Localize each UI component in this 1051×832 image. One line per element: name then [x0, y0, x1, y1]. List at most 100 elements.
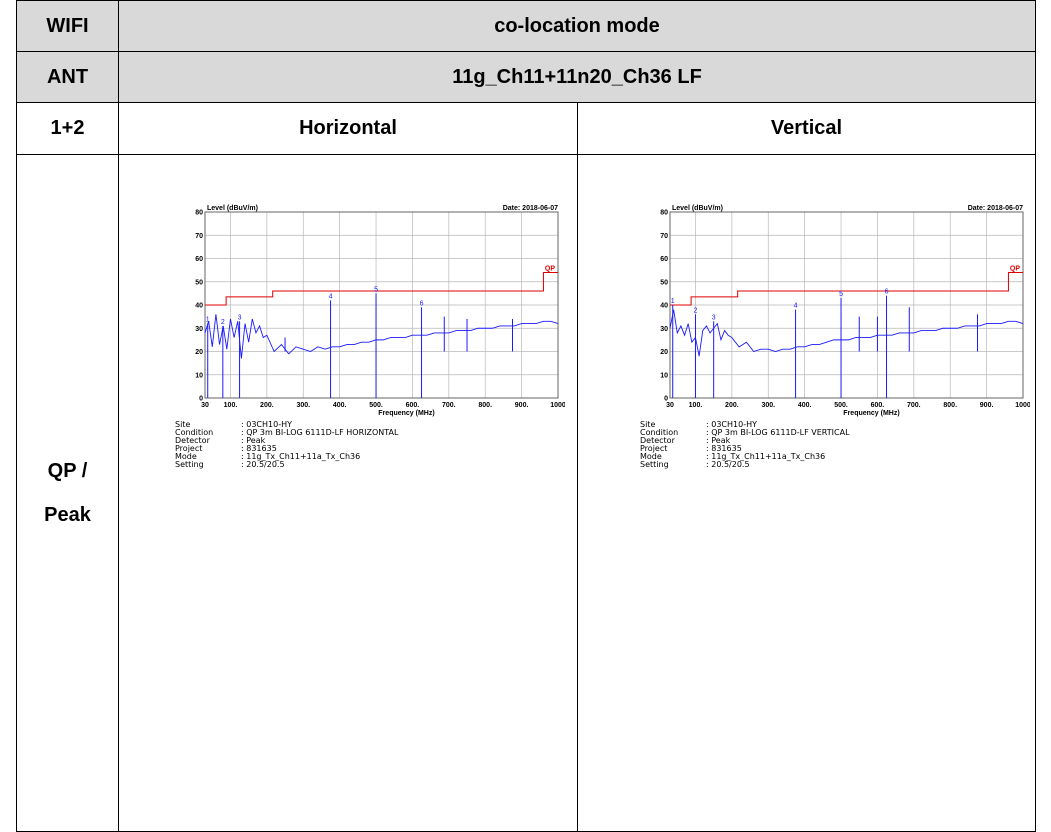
- ant-value: 11g_Ch11+11n20_Ch36 LF: [452, 65, 702, 88]
- x-tick-label: 600.: [871, 402, 885, 409]
- x-tick-label: 500.: [369, 402, 383, 409]
- site-info-key: Setting: [640, 460, 669, 469]
- qp-limit-label: QP: [545, 265, 555, 272]
- site-info-value: : QP 3m BI-LOG 6111D-LF HORIZONTAL: [241, 428, 399, 437]
- site-info-key: Condition: [640, 428, 679, 437]
- horizontal-header-cell: Horizontal: [118, 102, 578, 155]
- x-tick-label: 300.: [761, 402, 775, 409]
- y-tick-label: 40: [660, 303, 668, 310]
- site-info-row: Site: 03CH10-HY: [640, 421, 850, 429]
- x-tick-label: 200.: [260, 402, 274, 409]
- y-tick-label: 40: [195, 303, 203, 310]
- chart-date: Date: 2018-06-07: [503, 205, 558, 212]
- config-label-cell: 1+2: [16, 102, 119, 155]
- y-tick-label: 80: [660, 210, 668, 217]
- qp-limit-line: [205, 271, 558, 306]
- x-tick-label: 700.: [442, 402, 456, 409]
- y-tick-label: 50: [195, 279, 203, 286]
- y-tick-label: 60: [660, 256, 668, 263]
- wifi-value: co-location mode: [494, 14, 660, 37]
- y-axis-title: Level (dBuV/m): [672, 205, 723, 212]
- site-info-value: : 11g_Tx_Ch11+11a_Tx_Ch36: [241, 452, 361, 461]
- site-info-row: Site : 03CH10-HY: [175, 421, 398, 429]
- y-tick-label: 30: [660, 326, 668, 333]
- ant-value-cell: 11g_Ch11+11n20_Ch36 LF: [118, 51, 1036, 103]
- marker-label: 3: [238, 314, 242, 321]
- site-info-value: : 03CH10-HY: [241, 420, 292, 429]
- x-tick-label: 800.: [943, 402, 957, 409]
- site-info-value: : 20.5/20.5: [241, 460, 285, 469]
- site-info-key: Detector: [640, 436, 675, 445]
- marker-label: 4: [329, 293, 333, 300]
- x-tick-label: 600.: [406, 402, 420, 409]
- y-tick-label: 80: [195, 210, 203, 217]
- site-info-value: : Peak: [706, 436, 731, 445]
- vertical-header: Vertical: [770, 117, 843, 139]
- y-tick-label: 20: [660, 349, 668, 356]
- site-info-row: Condition : QP 3m BI-LOG 6111D-LF HORIZON…: [175, 429, 398, 437]
- marker-label: 4: [794, 303, 798, 310]
- detector-label-cell: QP / Peak: [16, 154, 119, 832]
- x-tick-label: 30: [666, 402, 674, 409]
- vertical-site-info: Site: 03CH10-HY Condition : QP 3m BI-LOG 6…: [640, 421, 850, 469]
- marker-label: 6: [420, 300, 424, 307]
- y-tick-label: 10: [195, 372, 203, 379]
- x-tick-label: 100.: [689, 402, 703, 409]
- wifi-label-cell: WIFI: [16, 0, 119, 52]
- site-info-key: Site: [640, 420, 656, 429]
- marker-label: 5: [374, 286, 378, 293]
- ant-label-cell: ANT: [16, 51, 119, 103]
- marker-label: 3: [712, 314, 716, 321]
- marker-label: 2: [694, 307, 698, 314]
- vertical-emission-chart: 30 100. 200. 300. 400. 500. 600. 700. 800. 900. 10…: [660, 205, 1030, 417]
- qp-limit-label: QP: [1010, 265, 1020, 272]
- x-tick-label: 300.: [296, 402, 310, 409]
- marker-label: 5: [839, 291, 843, 298]
- detector-label-line1: QP /: [47, 460, 88, 482]
- y-tick-label: 60: [195, 256, 203, 263]
- y-tick-label: 10: [660, 372, 668, 379]
- x-tick-label: 700.: [907, 402, 921, 409]
- site-info-key: Detector: [175, 436, 210, 445]
- wifi-label: WIFI: [46, 14, 89, 37]
- x-tick-label: 400.: [333, 402, 347, 409]
- x-tick-label: 400.: [798, 402, 812, 409]
- wifi-value-cell: co-location mode: [118, 0, 1036, 52]
- x-tick-label: 200.: [725, 402, 739, 409]
- horizontal-site-info: Site : 03CH10-HY Condition : QP 3m BI-LOG 6…: [175, 421, 398, 469]
- y-tick-label: 0: [199, 396, 203, 403]
- site-info-key: Setting: [175, 460, 204, 469]
- site-info-value: : QP 3m BI-LOG 6111D-LF VERTICAL: [706, 428, 850, 437]
- ant-label: ANT: [46, 65, 89, 88]
- y-tick-label: 30: [195, 326, 203, 333]
- x-tick-label: 100.: [224, 402, 238, 409]
- site-info-value: : 831635: [241, 444, 277, 453]
- site-info-row: Project: 831635: [175, 445, 398, 453]
- y-tick-label: 20: [195, 349, 203, 356]
- report-table: WIFI co-location mode ANT 11g_Ch11+11n20…: [16, 0, 1036, 832]
- y-axis-title: Level (dBuV/m): [207, 205, 258, 212]
- x-axis-title: Frequency (MHz): [378, 410, 434, 417]
- marker-label: 1: [671, 298, 675, 305]
- x-tick-label: 500.: [834, 402, 848, 409]
- x-tick-label: 900.: [515, 402, 529, 409]
- y-tick-label: 70: [195, 233, 203, 240]
- site-info-key: Condition: [175, 428, 214, 437]
- site-info-row: Project: 831635: [640, 445, 850, 453]
- config-label: 1+2: [50, 117, 85, 139]
- site-info-key: Site: [175, 420, 191, 429]
- site-info-value: : Peak: [241, 436, 266, 445]
- x-axis-title: Frequency (MHz): [843, 410, 899, 417]
- site-info-row: Detector : Peak: [640, 437, 850, 445]
- x-tick-label: 1000: [1015, 402, 1030, 409]
- site-info-row: Condition : QP 3m BI-LOG 6111D-LF VERTICA…: [640, 429, 850, 437]
- site-info-value: : 831635: [706, 444, 742, 453]
- site-info-key: Mode: [640, 452, 662, 461]
- site-info-row: Setting : 20.5/20.5: [175, 461, 398, 469]
- marker-label: 1: [206, 317, 210, 324]
- y-tick-label: 50: [660, 279, 668, 286]
- horizontal-emission-chart: 30 100. 200. 300. 400. 500. 600. 700. 800. 900. 10…: [195, 205, 565, 417]
- site-info-value: : 20.5/20.5: [706, 460, 750, 469]
- chart-date: Date: 2018-06-07: [968, 205, 1023, 212]
- x-tick-label: 30: [201, 402, 209, 409]
